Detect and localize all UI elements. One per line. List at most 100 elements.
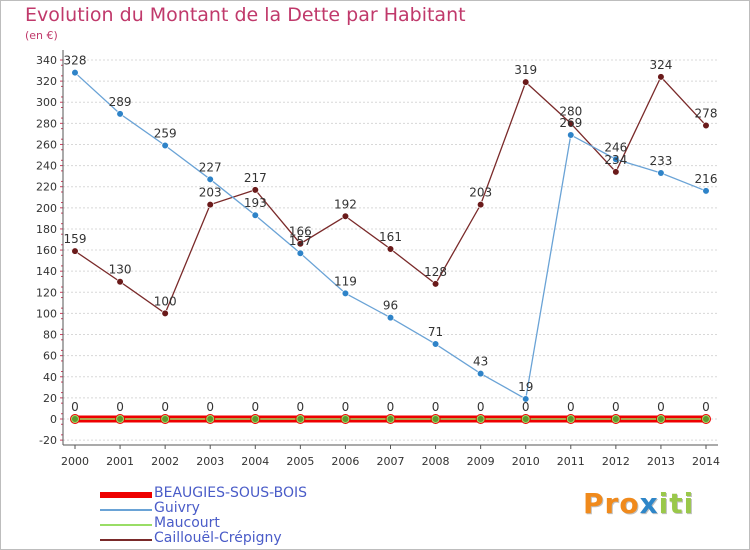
logo-letter: i bbox=[683, 487, 695, 520]
data-point bbox=[206, 415, 215, 423]
data-point bbox=[431, 340, 440, 348]
x-tick-label: 2005 bbox=[286, 455, 314, 468]
data-point bbox=[161, 141, 169, 150]
data-label: 193 bbox=[244, 196, 267, 210]
data-label: 192 bbox=[334, 197, 357, 211]
data-point bbox=[296, 240, 304, 248]
data-point bbox=[567, 119, 575, 127]
data-point bbox=[341, 289, 350, 297]
data-point bbox=[341, 212, 350, 220]
legend-label: Maucourt bbox=[154, 515, 220, 531]
y-tick-label: -20 bbox=[39, 434, 57, 447]
y-tick-label: 300 bbox=[36, 96, 57, 109]
logo-letter: x bbox=[639, 487, 659, 520]
data-point bbox=[206, 175, 214, 183]
logo-letter: o bbox=[619, 487, 640, 520]
data-point bbox=[206, 201, 214, 209]
data-label: 0 bbox=[161, 400, 169, 414]
data-label: 0 bbox=[251, 400, 259, 414]
data-point bbox=[656, 415, 665, 423]
y-tick-label: 40 bbox=[43, 371, 57, 384]
data-label: 216 bbox=[695, 172, 718, 186]
data-label: 0 bbox=[432, 400, 440, 414]
data-point bbox=[657, 169, 665, 177]
data-point bbox=[71, 247, 79, 255]
data-label: 100 bbox=[154, 294, 177, 308]
y-tick-label: 160 bbox=[36, 244, 57, 257]
x-tick-label: 2008 bbox=[422, 455, 450, 468]
data-label: 128 bbox=[424, 265, 447, 279]
data-label: 259 bbox=[154, 127, 177, 141]
data-label: 233 bbox=[649, 154, 672, 168]
data-point bbox=[341, 415, 350, 423]
data-point bbox=[161, 415, 170, 423]
y-tick-label: 340 bbox=[36, 54, 57, 67]
x-tick-label: 2012 bbox=[602, 455, 630, 468]
legend-label: BEAUGIES-SOUS-BOIS bbox=[154, 485, 308, 501]
data-point bbox=[116, 278, 124, 286]
data-label: 159 bbox=[64, 232, 87, 246]
x-tick-label: 2007 bbox=[377, 455, 405, 468]
data-point bbox=[386, 245, 395, 253]
data-point bbox=[521, 415, 530, 423]
data-label: 96 bbox=[383, 299, 398, 313]
data-label: 280 bbox=[559, 104, 582, 118]
x-tick-label: 2004 bbox=[241, 455, 269, 468]
y-tick-label: 260 bbox=[36, 138, 57, 151]
x-tick-label: 2002 bbox=[151, 455, 179, 468]
data-point bbox=[116, 110, 124, 118]
y-tick-label: 80 bbox=[43, 329, 57, 342]
x-tick-label: 2001 bbox=[106, 455, 134, 468]
data-label: 0 bbox=[477, 400, 485, 414]
data-point bbox=[161, 309, 169, 318]
data-point bbox=[386, 314, 395, 322]
legend-swatch bbox=[100, 524, 152, 526]
data-point bbox=[251, 211, 259, 219]
data-point bbox=[431, 280, 440, 288]
data-point bbox=[522, 78, 530, 86]
data-point bbox=[702, 187, 710, 195]
logo-letter: r bbox=[604, 487, 620, 520]
legend-swatch bbox=[100, 492, 152, 498]
data-point bbox=[431, 415, 440, 423]
data-point bbox=[611, 415, 620, 423]
data-label: 0 bbox=[297, 400, 305, 414]
data-point bbox=[116, 415, 125, 423]
proxiti-logo: Proxiti bbox=[583, 487, 694, 520]
x-tick-label: 2013 bbox=[647, 455, 675, 468]
x-tick-label: 2014 bbox=[692, 455, 720, 468]
data-label: 166 bbox=[289, 225, 312, 239]
data-point bbox=[567, 131, 575, 139]
data-label: 278 bbox=[695, 106, 718, 120]
logo-letter: i bbox=[658, 487, 670, 520]
data-label: 203 bbox=[199, 186, 222, 200]
y-tick-label: 320 bbox=[36, 75, 57, 88]
data-label: 324 bbox=[649, 58, 672, 72]
data-label: 227 bbox=[199, 160, 222, 174]
x-tick-label: 2011 bbox=[557, 455, 585, 468]
data-label: 0 bbox=[71, 400, 79, 414]
x-tick-label: 2003 bbox=[196, 455, 224, 468]
data-label: 203 bbox=[469, 186, 492, 200]
data-point bbox=[251, 186, 259, 194]
data-label: 0 bbox=[612, 400, 620, 414]
data-point bbox=[566, 415, 575, 423]
data-point bbox=[251, 415, 260, 423]
data-label: 246 bbox=[604, 140, 627, 154]
data-point bbox=[71, 415, 79, 423]
y-tick-label: 100 bbox=[36, 307, 57, 320]
data-label: 0 bbox=[387, 400, 395, 414]
data-label: 161 bbox=[379, 230, 402, 244]
data-point bbox=[612, 155, 620, 163]
data-label: 43 bbox=[473, 355, 488, 369]
data-point bbox=[702, 121, 710, 130]
data-label: 0 bbox=[567, 400, 575, 414]
legend-label: Caillouël-Crépigny bbox=[154, 530, 282, 546]
data-label: 269 bbox=[559, 116, 582, 130]
data-label: 0 bbox=[342, 400, 350, 414]
data-point bbox=[657, 73, 665, 81]
x-tick-label: 2006 bbox=[331, 455, 359, 468]
data-label: 0 bbox=[116, 400, 124, 414]
x-tick-label: 2010 bbox=[512, 455, 540, 468]
